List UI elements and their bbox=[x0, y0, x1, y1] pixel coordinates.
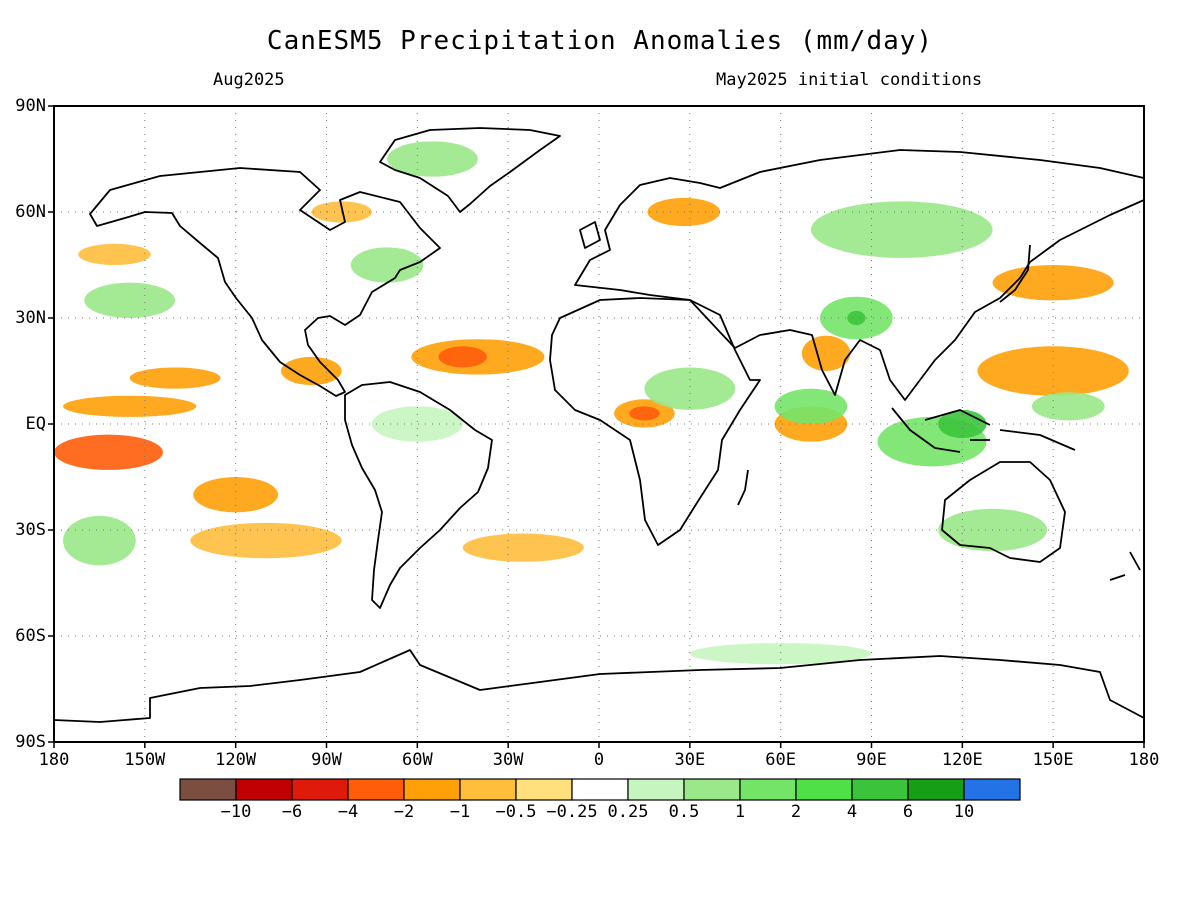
coastline-north-america bbox=[89, 167, 441, 397]
colorbar-swatch bbox=[179, 778, 237, 801]
colorbar-swatch bbox=[347, 778, 405, 801]
lon-label: 150E bbox=[1032, 750, 1074, 770]
lat-label: 60N bbox=[15, 202, 46, 222]
coastline-eurasia bbox=[574, 149, 1144, 401]
anomaly-region bbox=[1031, 392, 1105, 421]
chart-title: CanESM5 Precipitation Anomalies (mm/day) bbox=[266, 26, 934, 56]
anomaly-region bbox=[190, 522, 342, 559]
lon-label: 90W bbox=[311, 750, 342, 770]
lat-label: 90S bbox=[15, 732, 46, 752]
colorbar-swatch bbox=[963, 778, 1021, 801]
colorbar-label: 2 bbox=[790, 802, 802, 822]
lon-label: 120E bbox=[941, 750, 983, 770]
anomaly-region bbox=[78, 243, 151, 265]
anomaly-region bbox=[129, 367, 221, 389]
colorbar-label: −10 bbox=[220, 802, 252, 822]
anomaly-region bbox=[350, 247, 424, 283]
anomaly-region bbox=[644, 367, 736, 410]
colorbar-label: 0.25 bbox=[607, 802, 649, 822]
anomaly-region bbox=[774, 388, 848, 425]
colorbar-swatch bbox=[795, 778, 853, 801]
lon-label: 60E bbox=[765, 750, 797, 770]
coastline-indonesia bbox=[891, 407, 1076, 453]
coastline-madagascar bbox=[737, 469, 749, 506]
lon-label: 120W bbox=[215, 750, 257, 770]
lon-label: 180 bbox=[1128, 750, 1160, 770]
lat-label: EQ bbox=[25, 414, 46, 434]
coastline-africa bbox=[549, 297, 761, 546]
anomaly-region bbox=[438, 346, 487, 368]
coastline-australia bbox=[941, 461, 1066, 563]
coastline-japan bbox=[999, 244, 1031, 303]
lon-label: 150W bbox=[124, 750, 166, 770]
colorbar-label: 0.5 bbox=[668, 802, 700, 822]
anomaly-region bbox=[847, 310, 866, 326]
coastline-south-america bbox=[344, 381, 493, 609]
colorbar-label: −4 bbox=[337, 802, 359, 822]
colorbar-swatch bbox=[571, 778, 629, 801]
coastline-britain bbox=[579, 221, 601, 249]
lon-label: 30E bbox=[674, 750, 706, 770]
coastline-greenland bbox=[379, 127, 561, 213]
lat-label: 60S bbox=[15, 626, 46, 646]
colorbar-swatch bbox=[459, 778, 517, 801]
colorbar-label: −2 bbox=[393, 802, 415, 822]
anomaly-region bbox=[281, 356, 342, 386]
anomaly-region bbox=[977, 346, 1129, 396]
colorbar-label: 10 bbox=[953, 802, 975, 822]
colorbar-label: −1 bbox=[449, 802, 471, 822]
anomaly-region bbox=[63, 515, 136, 566]
colorbar-swatch bbox=[683, 778, 741, 801]
colorbar-label: −6 bbox=[281, 802, 303, 822]
colorbar-label: 1 bbox=[734, 802, 746, 822]
anomaly-region bbox=[810, 201, 993, 258]
colorbar-swatch bbox=[739, 778, 797, 801]
colorbar-swatch bbox=[627, 778, 685, 801]
anomaly-region bbox=[84, 282, 176, 319]
colorbar-swatch bbox=[907, 778, 965, 801]
anomaly-region bbox=[647, 197, 721, 227]
colorbar-label: 4 bbox=[846, 802, 858, 822]
lon-label: 60W bbox=[401, 750, 433, 770]
anomaly-region bbox=[689, 643, 872, 665]
colorbar-label: −0.25 bbox=[546, 802, 598, 822]
lon-label: 180 bbox=[38, 750, 70, 770]
lon-label: 90E bbox=[856, 750, 887, 770]
colorbar-label: 6 bbox=[902, 802, 914, 822]
lat-label: 30N bbox=[15, 308, 46, 328]
colorbar-swatch bbox=[515, 778, 573, 801]
colorbar-swatch bbox=[851, 778, 909, 801]
valid-month-label: Aug2025 bbox=[213, 70, 285, 90]
colorbar-swatch bbox=[235, 778, 293, 801]
anomaly-region bbox=[462, 533, 584, 562]
anomaly-region bbox=[54, 434, 163, 470]
lat-label: 30S bbox=[15, 520, 46, 540]
colorbar-swatch bbox=[291, 778, 349, 801]
init-conditions-label: May2025 initial conditions bbox=[716, 70, 983, 90]
anomaly-region bbox=[387, 141, 478, 177]
anomaly-region bbox=[371, 406, 463, 442]
anomaly-region bbox=[629, 406, 660, 421]
coastline-new-zealand bbox=[1109, 551, 1141, 581]
lon-label: 30W bbox=[492, 750, 524, 770]
anomaly-region bbox=[63, 395, 197, 417]
anomaly-region bbox=[193, 477, 279, 513]
coastline-antarctica bbox=[54, 649, 1144, 723]
colorbar-label: −0.5 bbox=[495, 802, 537, 822]
lon-label: 0 bbox=[593, 750, 605, 770]
colorbar-swatch bbox=[403, 778, 461, 801]
lat-label: 90N bbox=[15, 96, 46, 116]
